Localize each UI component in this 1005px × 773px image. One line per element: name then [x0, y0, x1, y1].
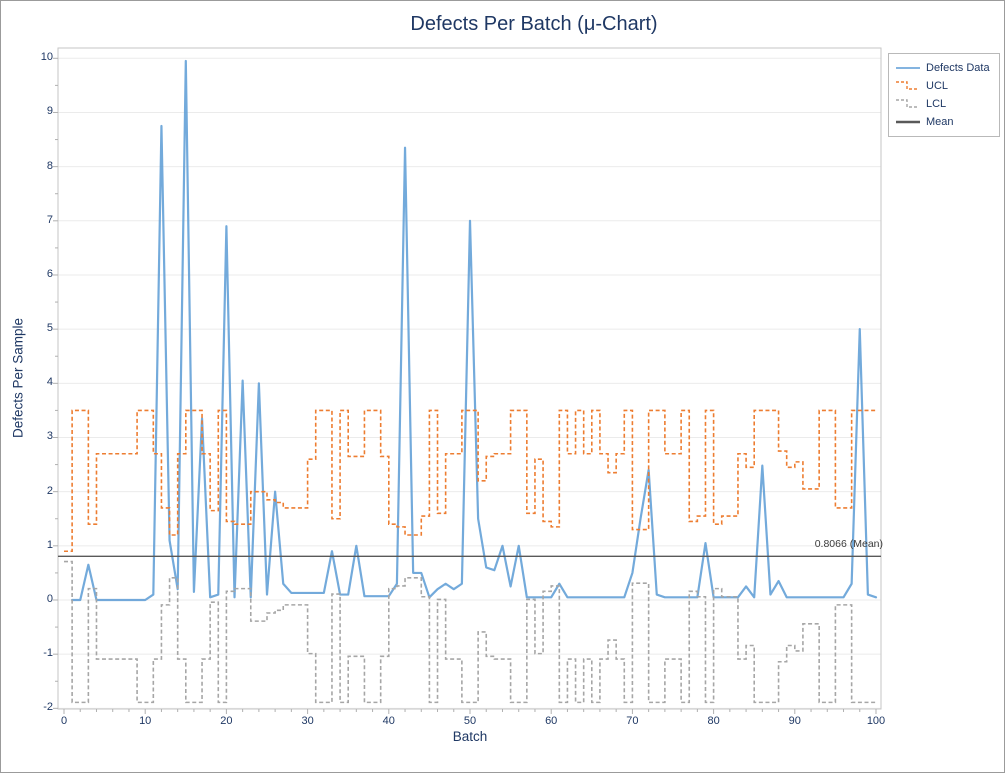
legend-label: UCL	[926, 80, 949, 92]
lcl-step-line	[64, 560, 876, 704]
y-tick-label: -1	[43, 647, 53, 660]
x-tick-label: 90	[788, 715, 801, 727]
legend-swatch-line-icon	[896, 67, 920, 69]
mean-annotation: 0.8066 (Mean)	[814, 538, 883, 550]
legend-label: Mean	[926, 116, 954, 128]
x-tick-label: 100	[866, 715, 886, 727]
x-tick-label: 30	[301, 715, 314, 727]
defects-data-line	[71, 59, 878, 602]
x-axis-title: Batch	[452, 729, 488, 744]
x-tick-label: 70	[626, 715, 639, 727]
x-tick-label: 60	[545, 715, 558, 727]
legend-item-defects-data: Defects Data	[895, 59, 993, 77]
ucl-step-line	[64, 409, 876, 553]
y-tick-label: 2	[46, 484, 53, 497]
chart-title: Defects Per Batch (μ-Chart)	[410, 13, 658, 35]
legend-swatch-step-icon	[896, 81, 919, 90]
x-tick-label: 10	[139, 715, 152, 727]
legend-item-lcl: LCL	[895, 95, 993, 113]
y-tick-label: 9	[46, 105, 53, 118]
y-tick-label: 8	[46, 159, 53, 172]
x-tick-label: 20	[220, 715, 233, 727]
y-tick-label: 4	[46, 376, 53, 389]
legend-item-ucl: UCL	[895, 77, 993, 95]
y-tick-label: 5	[46, 322, 53, 335]
y-tick-label: 1	[46, 538, 53, 551]
x-tick-label: 0	[60, 715, 68, 727]
y-tick-label: 6	[46, 267, 53, 280]
legend-item-mean: Mean	[895, 113, 993, 131]
legend-label: Defects Data	[926, 62, 990, 74]
y-tick-label: -2	[43, 701, 53, 714]
x-tick-label: 40	[382, 715, 395, 727]
y-tick-label: 3	[46, 430, 53, 443]
legend-swatch-step-icon	[896, 99, 919, 108]
legend-swatch-mean-line-icon	[896, 120, 920, 124]
y-tick-label: 10	[40, 51, 53, 64]
x-tick-label: 50	[463, 715, 477, 727]
y-tick-label: 7	[46, 213, 53, 226]
x-tick-label: 80	[707, 715, 720, 727]
legend-label: LCL	[926, 98, 947, 110]
y-tick-label: 0	[46, 593, 53, 605]
legend: Defects Data UCL LCL Mean	[888, 53, 1000, 137]
